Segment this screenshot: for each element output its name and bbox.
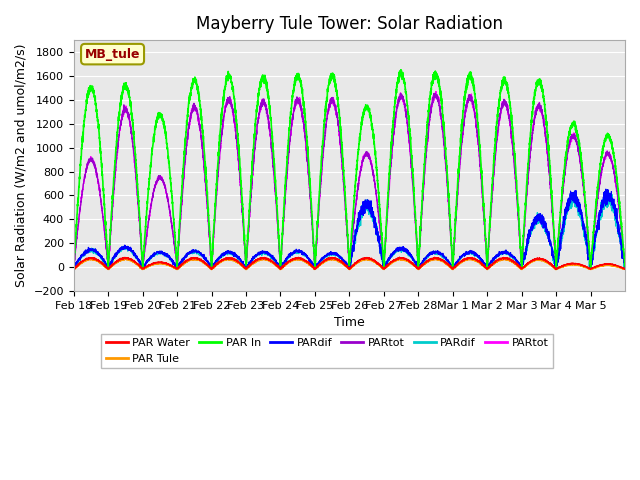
Legend: PAR Water, PAR Tule, PAR In, PARdif, PARtot, PARdif, PARtot: PAR Water, PAR Tule, PAR In, PARdif, PAR…: [101, 334, 553, 368]
X-axis label: Time: Time: [334, 316, 365, 329]
Text: MB_tule: MB_tule: [85, 48, 140, 60]
Title: Mayberry Tule Tower: Solar Radiation: Mayberry Tule Tower: Solar Radiation: [196, 15, 503, 33]
Y-axis label: Solar Radiation (W/m2 and umol/m2/s): Solar Radiation (W/m2 and umol/m2/s): [15, 44, 28, 288]
